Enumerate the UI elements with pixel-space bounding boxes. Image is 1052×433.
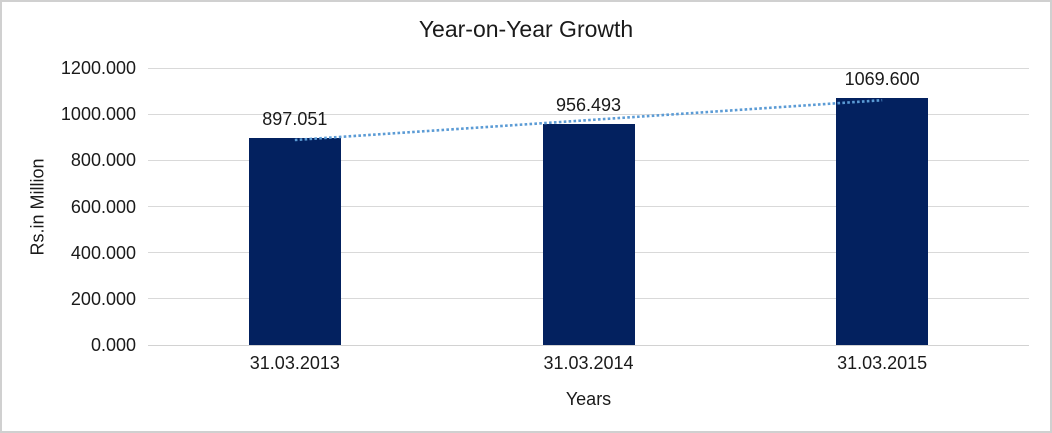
bar-31.03.2014 [542,124,635,345]
y-axis-title-text: Rs.in Million [27,158,48,256]
y-tick-label: 1200.000 [60,58,136,78]
chart-title: Year-on-Year Growth [418,16,634,42]
data-label: 897.051 [262,108,328,129]
x-tick-label: 31.03.2015 [837,353,928,373]
data-label: 1069.600 [844,69,920,90]
x-axis-title: Years [565,389,612,409]
x-axis-line [148,344,1029,346]
gridline [148,67,1029,69]
y-tick-label: 1000.000 [60,104,136,125]
y-tick-label: 600.000 [70,196,136,217]
y-tick-label: 400.000 [70,242,136,263]
bar-31.03.2013 [248,137,341,345]
y-tick-label: 800.000 [70,150,136,171]
x-tick-label: 31.03.2013 [249,353,340,373]
y-tick-label: 200.000 [70,288,136,309]
data-label: 956.493 [555,95,622,116]
x-tick-label: 31.03.2014 [543,353,634,373]
bar-31.03.2015 [836,98,929,345]
y-tick-label: 0.000 [90,335,136,355]
